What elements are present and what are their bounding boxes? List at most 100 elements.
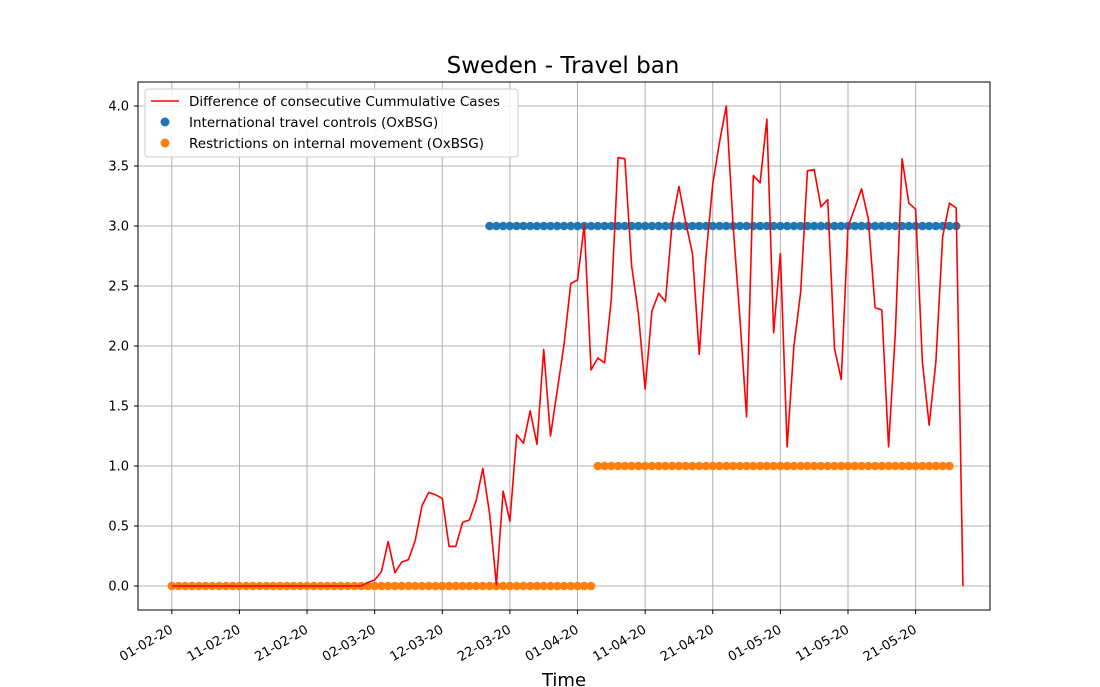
internal-movement-point xyxy=(647,461,657,471)
internal-movement-point xyxy=(945,461,954,471)
y-tick-label: 1.5 xyxy=(108,400,129,415)
y-tick-label: 0.5 xyxy=(108,520,129,535)
internal-movement-point xyxy=(924,461,934,471)
y-tick-label: 1.0 xyxy=(108,460,129,475)
internal-movement-point xyxy=(519,581,528,591)
travel-controls-point xyxy=(532,221,542,231)
internal-movement-point xyxy=(417,581,427,591)
cases-difference-line xyxy=(171,105,964,587)
travel-controls-point xyxy=(931,221,941,231)
internal-movement-point xyxy=(627,461,636,471)
internal-movement-point xyxy=(728,461,738,471)
travel-controls-point xyxy=(721,221,731,231)
internal-movement-point xyxy=(708,461,718,471)
travel-controls-point xyxy=(823,221,833,231)
internal-movement-point xyxy=(938,461,947,471)
travel-controls-point xyxy=(607,221,616,231)
x-tick-label: 01-02-20 xyxy=(117,622,176,664)
travel-controls-point xyxy=(593,221,603,231)
internal-movement-point xyxy=(485,581,494,591)
internal-movement-point xyxy=(512,581,521,591)
internal-movement-point xyxy=(390,581,400,591)
internal-movement-point xyxy=(607,461,616,471)
internal-movement-point xyxy=(546,581,555,591)
travel-controls-point xyxy=(559,221,569,231)
internal-movement-point xyxy=(451,581,461,591)
internal-movement-point xyxy=(769,461,778,471)
internal-movement-point xyxy=(809,461,819,471)
travel-controls-point xyxy=(525,221,535,231)
internal-movement-point xyxy=(782,461,792,471)
internal-movement-point xyxy=(620,461,630,471)
internal-movement-point xyxy=(742,461,751,471)
y-tick-label: 2.0 xyxy=(108,340,129,355)
internal-movement-point xyxy=(776,461,785,471)
travel-controls-point xyxy=(634,221,643,231)
travel-controls-point xyxy=(803,221,812,231)
internal-movement-point xyxy=(904,461,914,471)
travel-controls-point xyxy=(539,221,549,231)
travel-controls-point xyxy=(742,221,751,231)
legend-swatch-travel-controls xyxy=(160,117,170,127)
travel-controls-point xyxy=(498,221,508,231)
internal-movement-point xyxy=(498,581,508,591)
internal-movement-point xyxy=(863,461,873,471)
travel-controls-point xyxy=(674,221,684,231)
travel-controls-point xyxy=(836,221,846,231)
internal-movement-point xyxy=(796,461,805,471)
travel-controls-point xyxy=(519,221,528,231)
internal-movement-point xyxy=(532,581,542,591)
internal-movement-point xyxy=(661,461,670,471)
internal-movement-point xyxy=(843,461,853,471)
travel-controls-point xyxy=(586,221,596,231)
internal-movement-point xyxy=(870,461,880,471)
x-tick-label: 11-02-20 xyxy=(185,622,244,664)
travel-controls-point xyxy=(796,221,805,231)
y-tick-label: 3.0 xyxy=(108,220,129,235)
y-tick-label: 0.0 xyxy=(108,580,129,595)
internal-movement-point xyxy=(397,581,407,591)
internal-movement-point xyxy=(383,581,393,591)
internal-movement-point xyxy=(525,581,535,591)
internal-movement-point xyxy=(694,461,704,471)
x-ticks: 01-02-20 11-02-20 21-02-20 02-03-20 12-03-20… xyxy=(117,610,920,665)
internal-movement-point xyxy=(674,461,684,471)
internal-movement-point xyxy=(424,581,434,591)
internal-movement-point xyxy=(931,461,941,471)
legend-swatch-internal-movement xyxy=(160,138,170,148)
travel-controls-point xyxy=(546,221,555,231)
travel-controls-point xyxy=(661,221,670,231)
travel-controls-point xyxy=(755,221,765,231)
x-tick-label: 22-03-20 xyxy=(455,622,514,664)
internal-movement-point xyxy=(437,581,447,591)
travel-controls-point xyxy=(918,221,927,231)
travel-controls-point xyxy=(891,221,900,231)
travel-controls-point xyxy=(762,221,772,231)
x-tick-label: 01-05-20 xyxy=(726,622,785,664)
legend-label-internal-movement: Restrictions on internal movement (OxBSG… xyxy=(189,136,484,152)
travel-controls-point xyxy=(573,221,582,231)
internal-movement-point xyxy=(458,581,467,591)
travel-controls-point xyxy=(830,221,839,231)
travel-controls-point xyxy=(708,221,718,231)
internal-movement-point xyxy=(918,461,927,471)
legend: Difference of consecutive Cummulative Ca… xyxy=(144,88,519,158)
travel-controls-point xyxy=(904,221,914,231)
internal-movement-point xyxy=(897,461,907,471)
x-tick-label: 21-05-20 xyxy=(861,622,920,664)
travel-controls-point xyxy=(924,221,934,231)
internal-movement-point xyxy=(410,581,420,591)
internal-movement-point xyxy=(613,461,623,471)
internal-movement-point xyxy=(681,461,691,471)
travel-controls-point xyxy=(769,221,778,231)
legend-label-travel-controls: International travel controls (OxBSG) xyxy=(189,115,438,131)
travel-controls-point xyxy=(647,221,657,231)
internal-movement-point xyxy=(377,581,386,591)
internal-movement-point xyxy=(465,581,474,591)
internal-movement-point xyxy=(654,461,663,471)
internal-movement-point xyxy=(789,461,799,471)
internal-movement-point xyxy=(701,461,711,471)
travel-controls-point xyxy=(735,221,745,231)
internal-movement-point xyxy=(478,581,488,591)
